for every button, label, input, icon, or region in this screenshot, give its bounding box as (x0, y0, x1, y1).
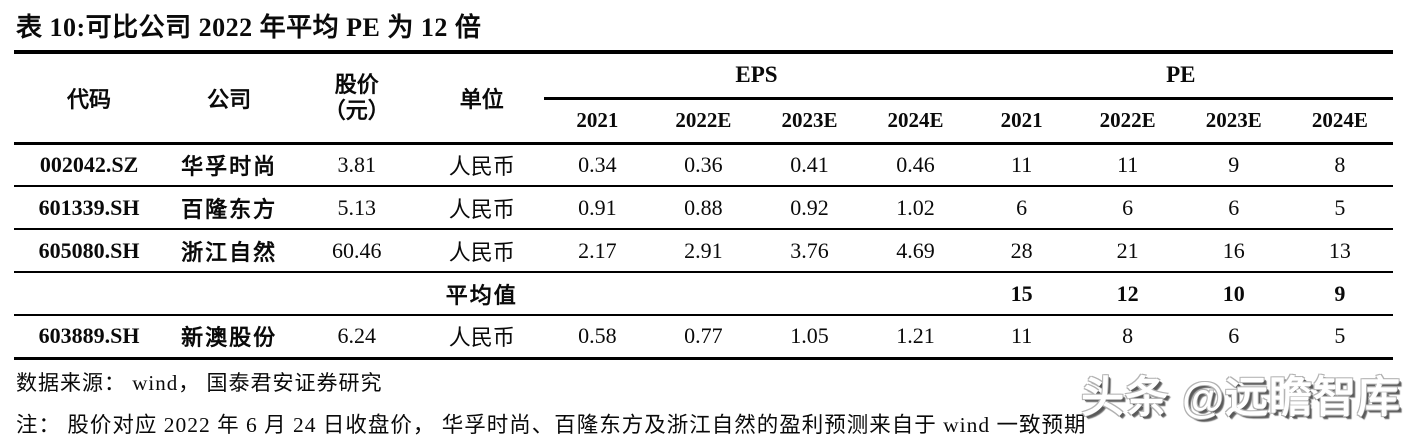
cell-pe-2021: 11 (1011, 151, 1033, 177)
cell-pe-2022e: 21 (1116, 237, 1139, 263)
cell-code: 002042.SZ (39, 151, 139, 177)
cell-code: 605080.SH (38, 237, 140, 263)
table-row-bailong: 601339.SH 百隆东方 5.13 人民币 0.91 0.88 0.92 1… (14, 186, 1393, 229)
header-eps-2023e: 2023E (781, 108, 838, 132)
cell-pe-2023e: 9 (1228, 151, 1240, 177)
cell-eps-2023e: 1.05 (790, 323, 829, 349)
cell-eps-2023e: 3.76 (790, 237, 829, 263)
header-pe-group: PE (968, 54, 1393, 100)
cell-code: 603889.SH (38, 323, 140, 349)
empty-cell (756, 272, 862, 315)
header-price-line2: （元） (323, 97, 390, 123)
cell-eps-2024e: 1.21 (896, 323, 935, 349)
header-company: 公司 (207, 86, 252, 112)
header-pe-2024e: 2024E (1311, 108, 1368, 132)
cell-avg-pe-2024e: 9 (1334, 280, 1346, 306)
cell-pe-2023e: 6 (1228, 194, 1240, 220)
cell-unit: 人民币 (448, 153, 515, 179)
empty-cell (294, 272, 419, 315)
cell-eps-2021: 0.91 (578, 194, 617, 220)
cell-price: 5.13 (337, 194, 376, 220)
cell-pe-2024e: 5 (1334, 194, 1346, 220)
header-eps-2021: 2021 (576, 108, 619, 132)
empty-cell (14, 272, 164, 315)
empty-cell (863, 272, 969, 315)
cell-eps-2024e: 0.46 (896, 151, 935, 177)
table-header: 代码 公司 股价 （元） 单位 EPS PE 2021 2022E 2023E … (14, 54, 1393, 143)
group-header-row: 代码 公司 股价 （元） 单位 EPS PE (14, 54, 1393, 123)
header-eps-2022e: 2022E (675, 108, 732, 132)
cell-pe-2021: 6 (1016, 194, 1028, 220)
comparable-companies-table: 代码 公司 股价 （元） 单位 EPS PE 2021 2022E 2023E … (14, 54, 1393, 360)
header-code: 代码 (67, 86, 112, 112)
header-unit: 单位 (459, 86, 504, 112)
data-source-note: 数据来源： wind， 国泰君安证券研究 (16, 370, 383, 395)
table-row-zhejiang: 605080.SH 浙江自然 60.46 人民币 2.17 2.91 3.76 … (14, 229, 1393, 272)
cell-code: 601339.SH (38, 194, 140, 220)
cell-pe-2024e: 8 (1334, 151, 1346, 177)
empty-cell (650, 272, 756, 315)
cell-avg-pe-2022e: 12 (1116, 280, 1139, 306)
year-header-row: 2021 2022E 2023E 2024E 2021 2022E 2023E … (14, 98, 1393, 143)
header-eps-2024e: 2024E (887, 108, 944, 132)
cell-eps-2021: 0.34 (578, 151, 617, 177)
cell-pe-2021: 28 (1010, 237, 1033, 263)
cell-eps-2022e: 0.77 (684, 323, 723, 349)
cell-price: 6.24 (337, 323, 376, 349)
cell-pe-2024e: 13 (1328, 237, 1351, 263)
cell-company: 新澳股份 (181, 325, 278, 351)
empty-cell (544, 272, 650, 315)
cell-pe-2023e: 16 (1222, 237, 1245, 263)
cell-pe-2022e: 6 (1122, 194, 1134, 220)
table-row-xinao: 603889.SH 新澳股份 6.24 人民币 0.58 0.77 1.05 1… (14, 315, 1393, 358)
cell-price: 60.46 (331, 237, 382, 263)
cell-unit: 人民币 (448, 239, 515, 265)
header-price-line1: 股价 (334, 71, 379, 97)
cell-eps-2024e: 4.69 (896, 237, 935, 263)
header-pe-2023e: 2023E (1205, 108, 1262, 132)
header-eps-group: EPS (544, 54, 969, 100)
cell-avg-pe-2021: 15 (1010, 280, 1033, 306)
cell-eps-2021: 0.58 (578, 323, 617, 349)
cell-unit: 人民币 (448, 325, 515, 351)
cell-pe-2022e: 11 (1117, 151, 1139, 177)
cell-company: 浙江自然 (181, 239, 278, 265)
cell-price: 3.81 (337, 151, 376, 177)
table-row-average: 平均值 15 12 10 9 (14, 272, 1393, 315)
cell-eps-2024e: 1.02 (896, 194, 935, 220)
cell-eps-2022e: 0.88 (684, 194, 723, 220)
cell-average-label: 平均值 (445, 282, 518, 308)
header-pe-2022e: 2022E (1099, 108, 1156, 132)
cell-pe-2024e: 5 (1334, 323, 1346, 349)
header-price: 股价 （元） (294, 54, 419, 143)
table-row-huafu: 002042.SZ 华孚时尚 3.81 人民币 0.34 0.36 0.41 0… (14, 143, 1393, 186)
cell-eps-2023e: 0.92 (790, 194, 829, 220)
cell-eps-2022e: 2.91 (684, 237, 723, 263)
cell-eps-2022e: 0.36 (684, 151, 723, 177)
header-pe-2021: 2021 (1000, 108, 1043, 132)
cell-avg-pe-2023e: 10 (1222, 280, 1245, 306)
cell-unit: 人民币 (448, 196, 515, 222)
footnote: 注： 股价对应 2022 年 6 月 24 日收盘价， 华孚时尚、百隆东方及浙江… (16, 412, 1087, 437)
cell-pe-2023e: 6 (1228, 323, 1240, 349)
cell-eps-2023e: 0.41 (790, 151, 829, 177)
table-body: 002042.SZ 华孚时尚 3.81 人民币 0.34 0.36 0.41 0… (14, 143, 1393, 358)
cell-company: 百隆东方 (181, 196, 278, 222)
page-title: 表 10:可比公司 2022 年平均 PE 为 12 倍 (14, 5, 1393, 54)
cell-company: 华孚时尚 (181, 153, 278, 179)
watermark: 头条 @远瞻智库 (1081, 374, 1401, 422)
cell-pe-2021: 11 (1011, 323, 1033, 349)
cell-pe-2022e: 8 (1122, 323, 1134, 349)
empty-cell (164, 272, 294, 315)
cell-eps-2021: 2.17 (578, 237, 617, 263)
